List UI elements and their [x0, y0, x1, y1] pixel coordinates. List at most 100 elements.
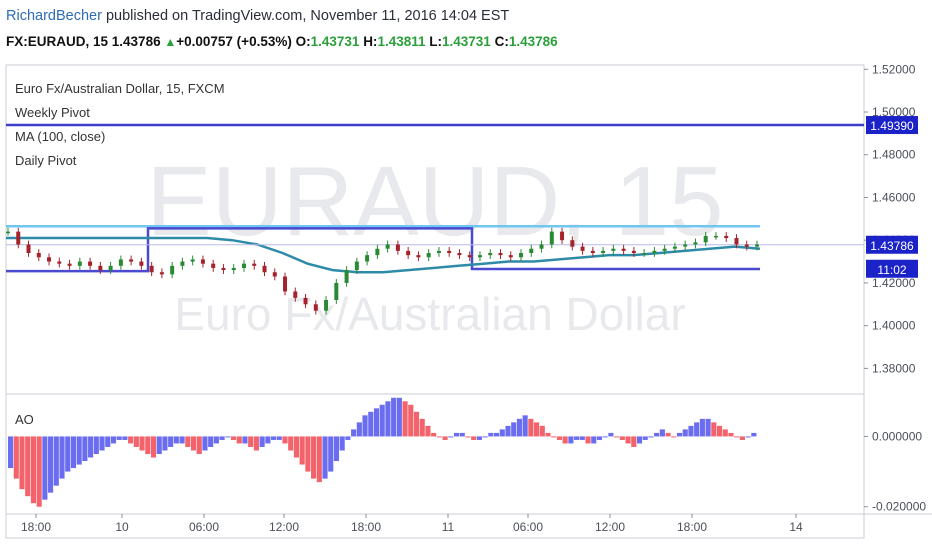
ao-bar [602, 436, 608, 438]
ao-bar [716, 425, 723, 437]
candle-body [200, 259, 205, 264]
change-value: +0.00757 (+0.53%) [176, 34, 292, 49]
candle-body [190, 259, 195, 262]
candle-body [67, 263, 72, 266]
ao-bar [648, 436, 654, 438]
candle-body [436, 250, 441, 253]
ao-bar [642, 436, 648, 440]
low-label: L: [429, 34, 443, 49]
ao-bar [431, 432, 437, 437]
candle-body [272, 272, 277, 277]
candle-body [549, 231, 554, 245]
ao-bar [70, 436, 77, 469]
price-tick-label: 1.48000 [872, 148, 916, 162]
ao-bar [133, 436, 139, 447]
candle-body [170, 265, 175, 275]
ao-bar [688, 425, 694, 437]
candle-body [631, 250, 636, 253]
ao-bar [556, 436, 563, 440]
candle-body [344, 270, 349, 283]
ao-tick-label: 0.000000 [872, 429, 922, 443]
price-badge [866, 235, 918, 254]
candle-body [180, 261, 185, 266]
ao-bar [562, 436, 568, 444]
ao-bar [351, 429, 357, 437]
ao-bar [36, 436, 42, 507]
legend-item: Euro Fx/Australian Dollar, 15, FXCM [15, 81, 225, 96]
ao-bar [396, 397, 402, 437]
published-text: published on TradingView.com, November 1… [105, 8, 510, 24]
ao-bar [522, 415, 528, 437]
high-label: H: [363, 34, 378, 49]
ao-bar [362, 415, 368, 437]
ao-bar [225, 436, 231, 438]
ao-bar [25, 436, 31, 497]
ao-bar [739, 436, 745, 440]
ao-bar [551, 436, 557, 438]
candle-body [375, 248, 380, 256]
ao-bar [265, 436, 271, 444]
ao-bar [311, 436, 317, 479]
author-link[interactable]: RichardBecher [6, 8, 102, 24]
candle-body [601, 250, 606, 253]
ao-bar [413, 411, 420, 437]
publish-line: RichardBecher published on TradingView.c… [6, 8, 509, 24]
candle-body [88, 261, 93, 266]
candle-body [426, 253, 431, 258]
ao-bar [745, 436, 751, 438]
ao-bar [53, 436, 59, 486]
price-tick-label: 1.38000 [872, 361, 916, 375]
ao-bar [202, 436, 208, 451]
candle-body [36, 253, 41, 258]
ao-bar [722, 429, 728, 437]
candle-body [26, 244, 31, 253]
time-tick-label: 18:00 [21, 520, 51, 534]
price-badge [866, 116, 918, 135]
candle-body [642, 253, 647, 255]
close-label: C: [494, 34, 509, 49]
candle-body [77, 261, 82, 266]
ao-bar [150, 436, 157, 458]
ao-bar [88, 436, 94, 458]
ao-bar [190, 436, 197, 451]
ao-bar [333, 436, 340, 462]
ao-bar [76, 436, 82, 465]
ao-bar [471, 436, 477, 440]
candle-body [221, 267, 226, 271]
ao-bar [13, 436, 19, 479]
ao-bar [391, 397, 397, 437]
ao-bar [505, 425, 511, 437]
ao-bar [442, 436, 448, 440]
ao-bar [568, 436, 574, 444]
ao-bar [659, 429, 665, 437]
ao-bar [219, 436, 225, 440]
ao-bar [608, 432, 614, 437]
up-arrow-icon: ▲ [164, 35, 177, 49]
symbol-label: FX:EURAUD, 15 [6, 34, 109, 49]
candle-body [365, 255, 370, 262]
candle-body [724, 235, 729, 239]
ao-bar [482, 436, 488, 438]
ao-bar [676, 432, 683, 437]
last-price: 1.43786 [111, 34, 161, 49]
ao-bar [339, 436, 345, 451]
ao-bar [248, 436, 254, 447]
candle-body [703, 235, 708, 243]
ao-bar [408, 404, 414, 437]
candle-body [354, 261, 359, 271]
time-tick-label: 06:00 [189, 520, 219, 534]
ao-bar [293, 436, 299, 458]
ao-bar [591, 436, 597, 444]
ao-bar [425, 425, 431, 437]
time-tick-label: 12:00 [595, 520, 625, 534]
ao-bar [299, 436, 305, 465]
ao-bar [488, 432, 494, 437]
close-value: 1.43786 [508, 34, 558, 49]
ao-bar [110, 436, 117, 444]
ao-bar [48, 436, 54, 493]
candle-body [313, 304, 318, 311]
ao-bar [271, 436, 277, 440]
ao-bar [516, 418, 522, 437]
